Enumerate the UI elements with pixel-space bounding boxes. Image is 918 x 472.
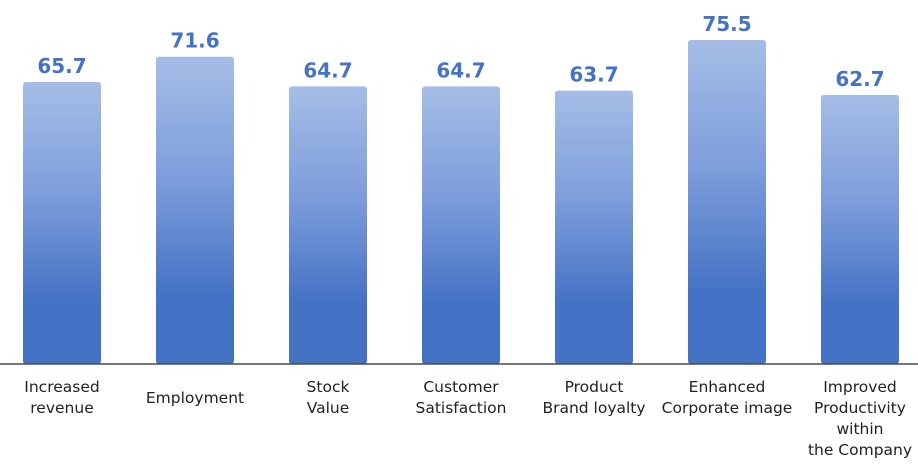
category-label: Enhanced <box>689 378 766 396</box>
bar <box>156 56 234 365</box>
category-label: the Company <box>808 441 912 459</box>
value-label: 64.7 <box>436 58 485 82</box>
value-label: 65.7 <box>37 54 86 78</box>
value-label: 71.6 <box>170 29 219 53</box>
category-labels-group: Increased revenue Employment Stock Value Cust… <box>24 378 912 459</box>
value-label: 75.5 <box>702 12 751 36</box>
bar <box>821 94 899 364</box>
category-label: Corporate image <box>662 399 793 417</box>
value-labels-group: 65.7 71.6 64.7 64.7 63.7 75.5 62.7 <box>37 12 884 91</box>
value-label: 64.7 <box>303 58 352 82</box>
category-label: Product <box>565 378 624 396</box>
bar <box>555 90 633 364</box>
category-label: Value <box>307 399 350 417</box>
bar <box>23 82 101 364</box>
category-label: within <box>836 420 883 438</box>
category-label: Employment <box>146 389 244 407</box>
category-label: Productivity <box>814 399 906 417</box>
category-label: Increased <box>24 378 99 396</box>
value-label: 62.7 <box>835 67 884 91</box>
category-label: Customer <box>423 378 499 396</box>
category-label: Brand loyalty <box>542 399 645 417</box>
category-label: revenue <box>30 399 93 417</box>
value-label: 63.7 <box>569 63 618 87</box>
category-label: Stock <box>307 378 350 396</box>
category-label: Satisfaction <box>416 399 507 417</box>
bars-group <box>23 40 899 365</box>
bar <box>688 40 766 364</box>
category-label: Improved <box>823 378 897 396</box>
bar <box>422 86 500 365</box>
bar <box>289 86 367 365</box>
